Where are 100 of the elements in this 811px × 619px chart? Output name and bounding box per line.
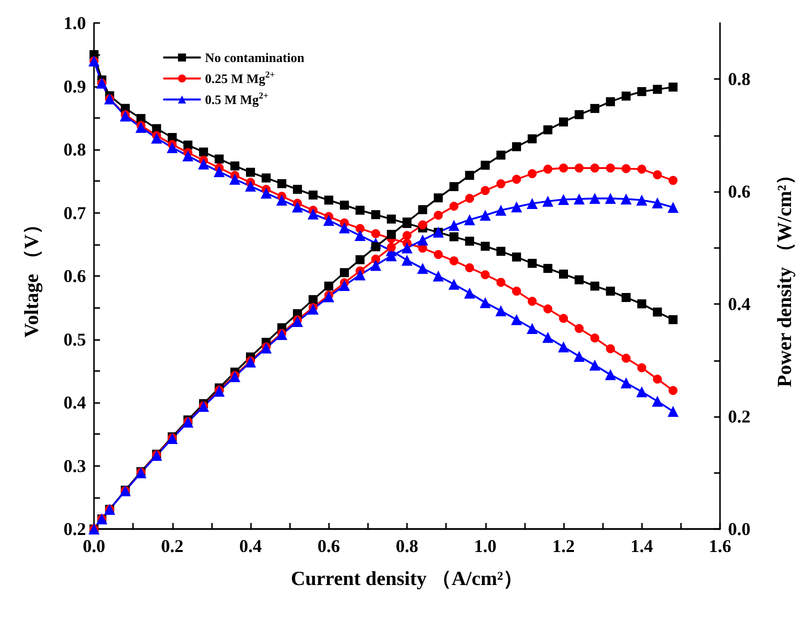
point: [512, 252, 522, 262]
point: [496, 246, 506, 256]
point: [496, 150, 506, 160]
point: [528, 258, 537, 268]
point: [622, 92, 631, 101]
point: [229, 174, 240, 185]
point: [386, 214, 396, 224]
point: [182, 150, 194, 162]
point: [262, 173, 271, 182]
point: [480, 297, 491, 308]
point: [606, 344, 615, 354]
point: [480, 160, 490, 170]
point: [574, 350, 585, 362]
point: [371, 210, 380, 220]
point: [432, 270, 444, 282]
y-tick-label: 0.6: [64, 266, 86, 286]
point: [526, 322, 538, 334]
point: [464, 214, 476, 226]
point: [292, 184, 302, 194]
point: [559, 270, 568, 279]
point: [371, 229, 380, 238]
point: [338, 222, 350, 234]
point: [449, 202, 458, 211]
point: [214, 154, 224, 164]
point: [386, 242, 396, 252]
point: [324, 282, 334, 291]
point: [668, 315, 678, 324]
point: [402, 231, 412, 240]
x-tick-label: 1.2: [552, 536, 575, 556]
point: [480, 186, 490, 196]
point: [354, 269, 366, 280]
point: [652, 308, 662, 317]
point: [559, 117, 568, 126]
point: [543, 264, 552, 273]
point: [465, 236, 474, 246]
x-tick-label: 0.8: [396, 536, 418, 556]
x-axis-title: Current density （A/cm²）: [290, 568, 524, 590]
point: [246, 168, 255, 177]
point: [652, 197, 663, 208]
point: [511, 314, 522, 326]
point: [543, 304, 552, 314]
point: [386, 250, 397, 262]
point: [464, 288, 476, 299]
point: [135, 122, 146, 133]
point: [668, 202, 679, 213]
point: [277, 179, 286, 188]
point: [340, 268, 349, 278]
point: [574, 193, 585, 204]
y-tick-label: 1.0: [64, 13, 86, 33]
point: [370, 260, 382, 271]
point: [590, 333, 600, 342]
point: [465, 194, 474, 203]
point: [465, 170, 474, 180]
y-tick-label: 0.4: [64, 392, 86, 412]
point: [308, 295, 318, 304]
point: [292, 316, 303, 328]
point: [528, 169, 537, 178]
y-axis-title: Voltage （V）: [21, 214, 43, 338]
y2-tick-label: 0.6: [728, 182, 750, 202]
point: [495, 204, 506, 216]
point: [652, 396, 663, 407]
point: [480, 242, 490, 251]
point: [434, 193, 443, 202]
point: [480, 210, 491, 221]
y-tick-label: 0.5: [64, 329, 86, 350]
point: [245, 180, 256, 192]
point: [637, 363, 646, 372]
point: [448, 278, 460, 290]
legend-label: No contamination: [205, 50, 306, 65]
point: [543, 164, 552, 174]
x-tick-label: 0.2: [161, 536, 184, 556]
point: [338, 280, 350, 292]
point: [637, 299, 646, 308]
point: [574, 110, 584, 120]
y-tick-label: 0.2: [64, 519, 86, 539]
point: [622, 164, 631, 174]
point: [620, 377, 632, 388]
point: [418, 205, 428, 214]
point: [495, 305, 506, 316]
x-tick-label: 1.0: [474, 536, 496, 556]
point: [511, 201, 522, 212]
point: [668, 176, 678, 185]
point: [542, 196, 554, 207]
y2-tick-label: 0.0: [728, 519, 750, 539]
point: [354, 230, 366, 242]
point: [449, 256, 458, 266]
x-tick-label: 0.6: [318, 536, 340, 556]
point: [542, 332, 554, 343]
y-tick-label: 0.8: [64, 140, 86, 160]
point: [356, 224, 365, 234]
point: [589, 360, 600, 371]
point: [574, 164, 584, 173]
point: [323, 291, 334, 302]
point: [465, 263, 474, 272]
point: [166, 142, 178, 154]
point: [480, 270, 490, 280]
point: [324, 196, 334, 205]
point: [386, 230, 396, 239]
y2-tick-label: 0.4: [728, 294, 750, 314]
point: [559, 164, 568, 173]
